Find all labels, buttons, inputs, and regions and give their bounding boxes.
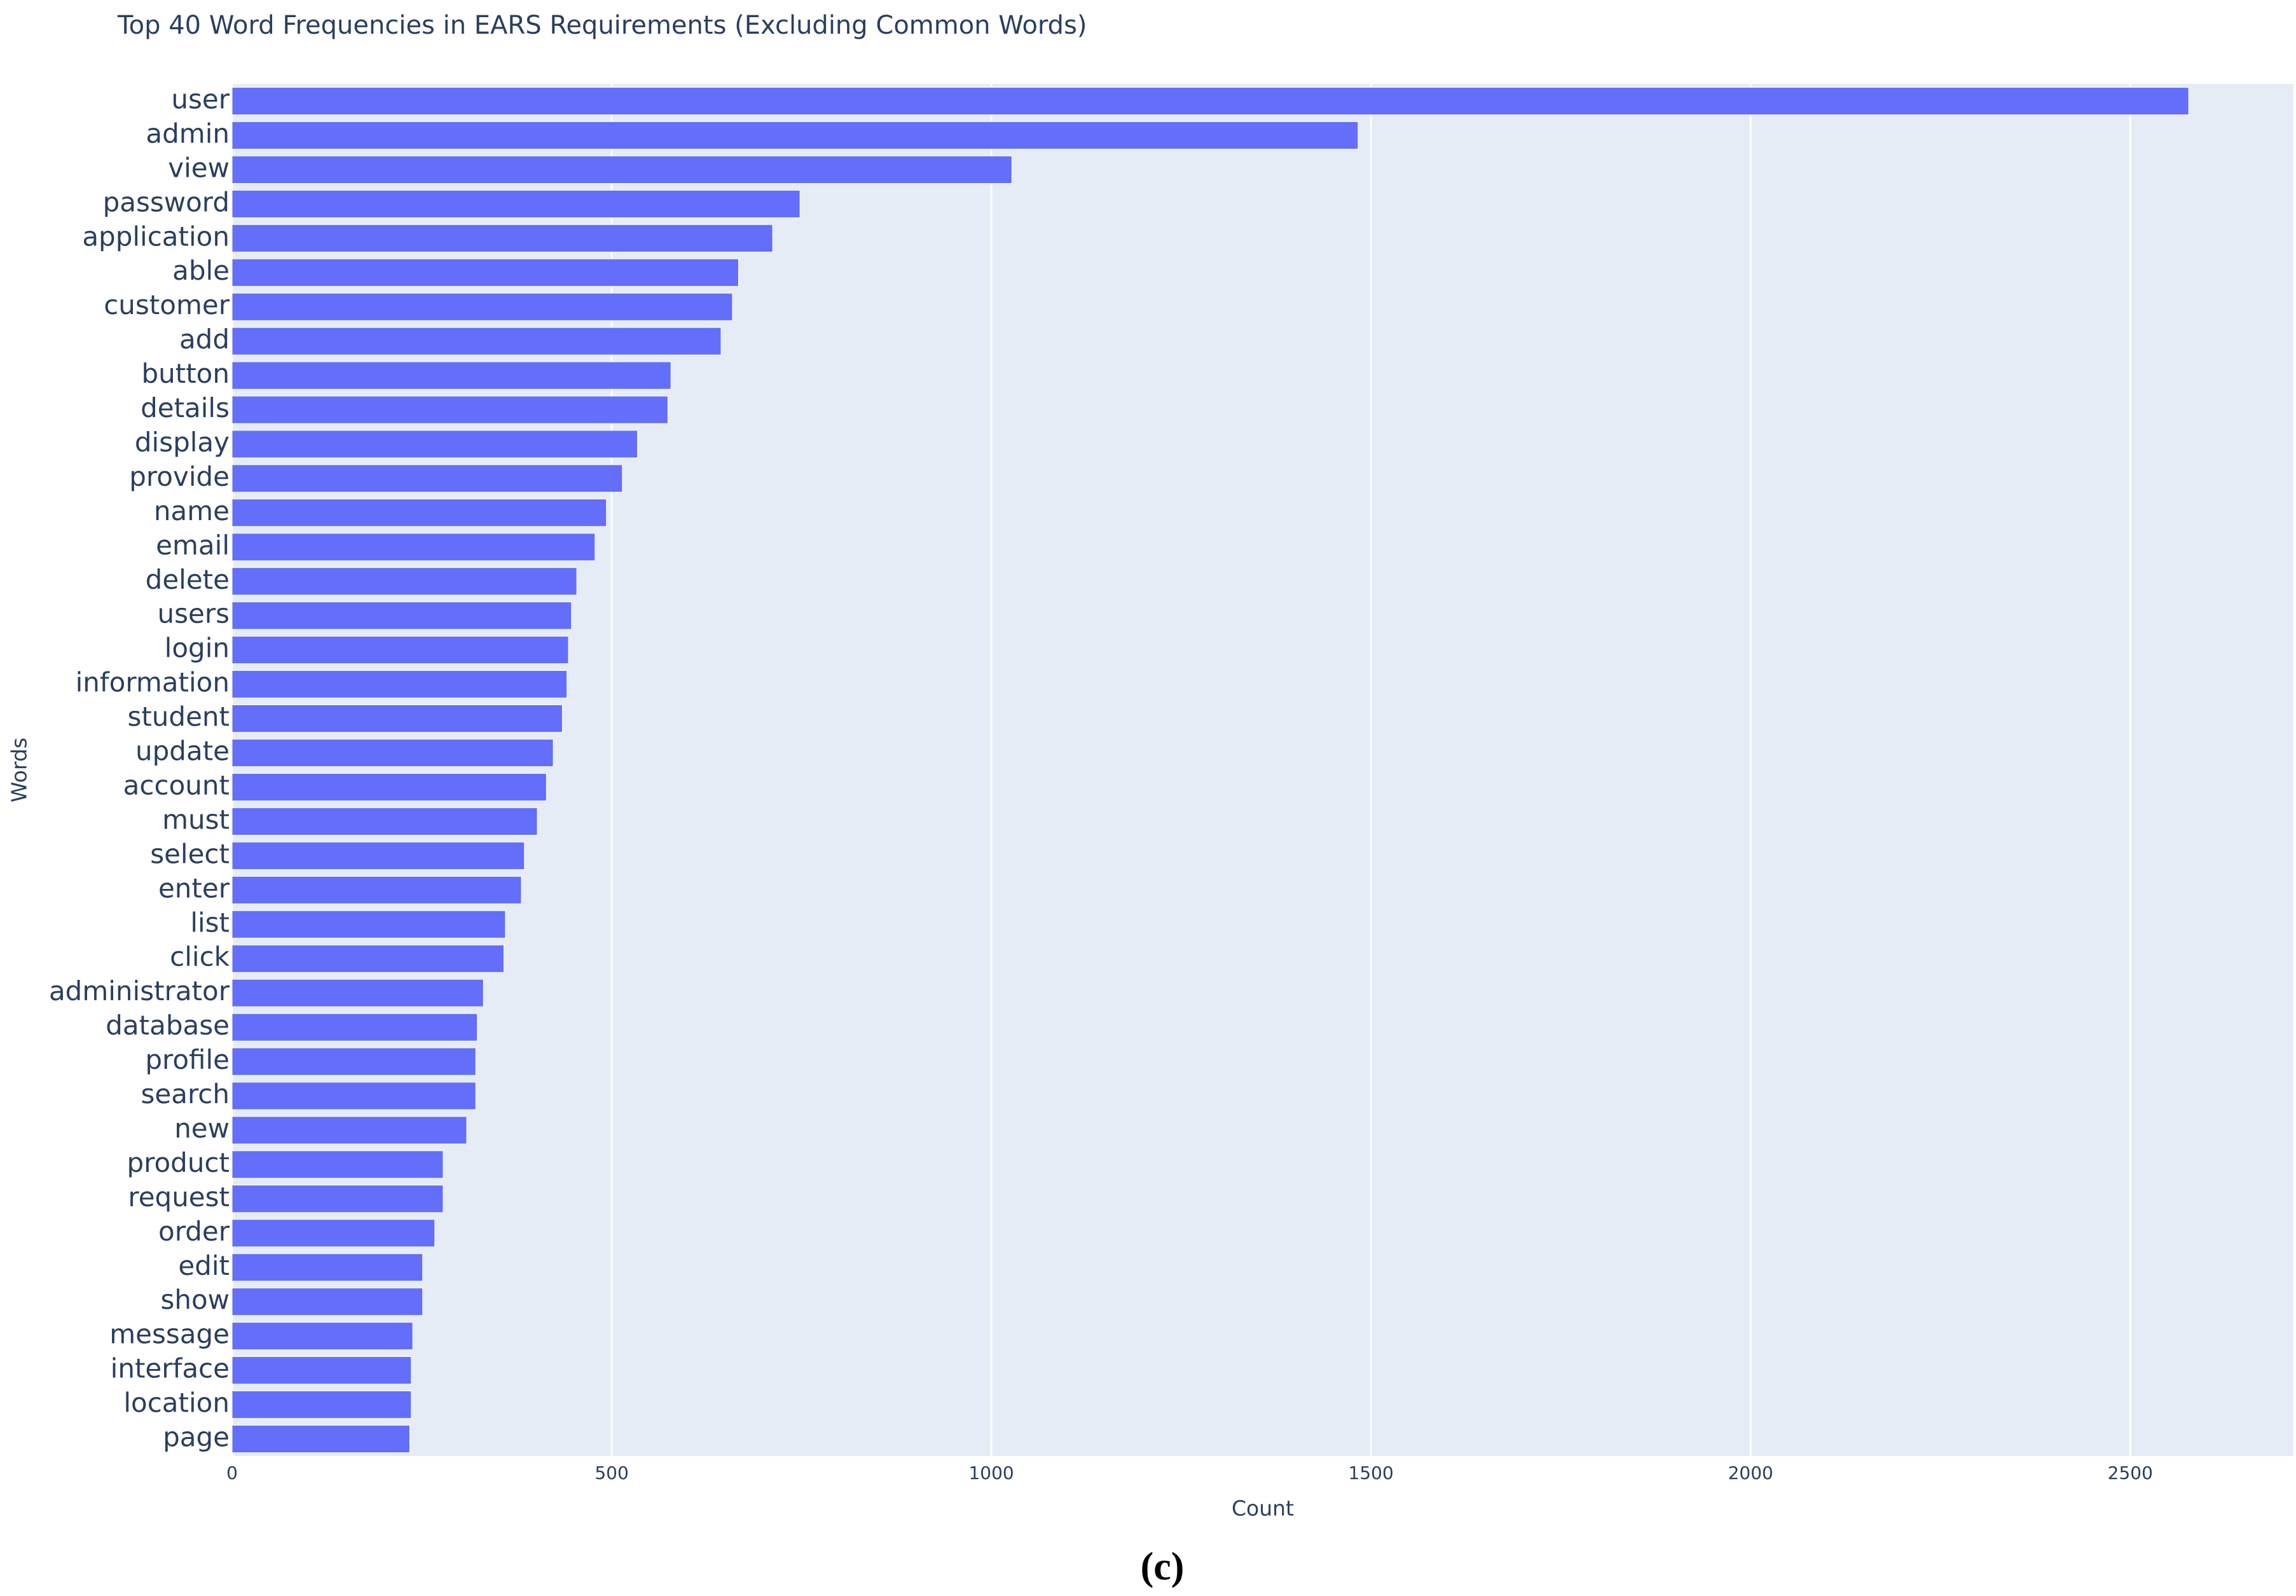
bar — [231, 1219, 436, 1248]
y-tick-label: page — [163, 1422, 230, 1453]
bar — [231, 1356, 412, 1385]
y-tick-label: able — [172, 255, 230, 286]
y-tick-label: button — [141, 358, 230, 389]
bar — [231, 910, 506, 939]
y-tick-label: name — [154, 495, 230, 526]
y-tick-label: search — [141, 1078, 230, 1110]
x-tick-label: 500 — [595, 1462, 628, 1483]
y-tick-label: provide — [129, 461, 230, 492]
bar — [231, 1013, 478, 1042]
bar — [231, 361, 671, 390]
y-tick-label: student — [127, 701, 230, 733]
y-tick-label: new — [174, 1113, 230, 1144]
bar — [231, 773, 547, 802]
y-tick-label: enter — [158, 872, 230, 904]
caption: (c) — [1141, 1545, 1185, 1588]
bar — [231, 121, 1359, 150]
bar — [231, 224, 773, 252]
y-tick-label: edit — [178, 1250, 230, 1281]
bar — [231, 1116, 467, 1145]
bar — [231, 1424, 410, 1454]
x-axis-title: Count — [1232, 1496, 1294, 1521]
bar — [231, 841, 525, 870]
y-tick-label: order — [158, 1216, 230, 1247]
plot-area — [232, 84, 2293, 1456]
y-tick-label: email — [156, 530, 230, 561]
bar — [231, 396, 668, 424]
bar — [231, 499, 607, 527]
y-axis-title: Words — [7, 738, 32, 802]
bar — [231, 1185, 444, 1213]
bar — [231, 533, 596, 561]
y-tick-label: account — [123, 769, 230, 801]
bar — [231, 292, 733, 321]
bar — [231, 1047, 476, 1076]
y-tick-label: delete — [146, 564, 230, 595]
y-tick-label: customer — [104, 289, 230, 320]
y-tick-label: location — [123, 1387, 230, 1419]
x-tick-label: 1000 — [968, 1462, 1014, 1483]
y-tick-label: display — [135, 427, 230, 458]
y-tick-label: profile — [145, 1044, 230, 1075]
bar — [231, 464, 623, 493]
bar — [231, 738, 554, 767]
y-tick-label: users — [158, 598, 230, 629]
bar — [231, 602, 572, 630]
y-tick-label: interface — [111, 1353, 230, 1384]
bar — [231, 327, 722, 355]
bar — [231, 944, 504, 973]
x-tick-label: 0 — [226, 1462, 238, 1483]
y-tick-label: must — [162, 804, 230, 835]
bar — [231, 567, 577, 596]
y-tick-label: show — [160, 1284, 230, 1316]
chart-title: Top 40 Word Frequencies in EARS Requirem… — [117, 11, 1087, 40]
bar — [231, 189, 801, 218]
y-tick-label: list — [190, 907, 230, 938]
y-tick-label: click — [170, 941, 230, 972]
y-tick-label: password — [103, 186, 230, 217]
y-tick-label: select — [150, 838, 230, 869]
y-tick-label: database — [106, 1010, 230, 1041]
y-tick-label: user — [171, 83, 230, 114]
bar — [231, 1082, 476, 1110]
y-tick-label: login — [165, 633, 230, 664]
bar — [231, 155, 1012, 184]
y-tick-label: update — [135, 736, 230, 767]
x-tick-label: 2000 — [1728, 1462, 1773, 1483]
bar — [231, 1322, 413, 1351]
y-tick-label: request — [128, 1181, 230, 1213]
bar — [231, 1253, 423, 1282]
y-tick-label: information — [76, 667, 230, 698]
bar — [231, 1288, 423, 1316]
bar — [231, 876, 522, 904]
y-tick-label: administrator — [49, 975, 230, 1007]
y-tick-label: details — [141, 392, 230, 423]
bar — [231, 86, 2189, 116]
y-tick-label: view — [168, 152, 230, 183]
y-tick-label: admin — [146, 118, 230, 149]
bar — [231, 258, 739, 287]
x-tick-label: 2500 — [2108, 1462, 2153, 1483]
bar — [231, 430, 638, 458]
bar — [231, 807, 538, 836]
y-tick-label: application — [82, 221, 230, 252]
bar — [231, 979, 484, 1007]
y-tick-label: add — [179, 324, 230, 355]
bar — [231, 1390, 412, 1419]
x-tick-label: 1500 — [1349, 1462, 1394, 1483]
bar — [231, 1150, 444, 1179]
bar — [231, 636, 569, 664]
bar — [231, 704, 563, 733]
y-tick-label: product — [127, 1147, 230, 1178]
y-tick-label: message — [109, 1319, 230, 1350]
bar — [231, 670, 568, 699]
